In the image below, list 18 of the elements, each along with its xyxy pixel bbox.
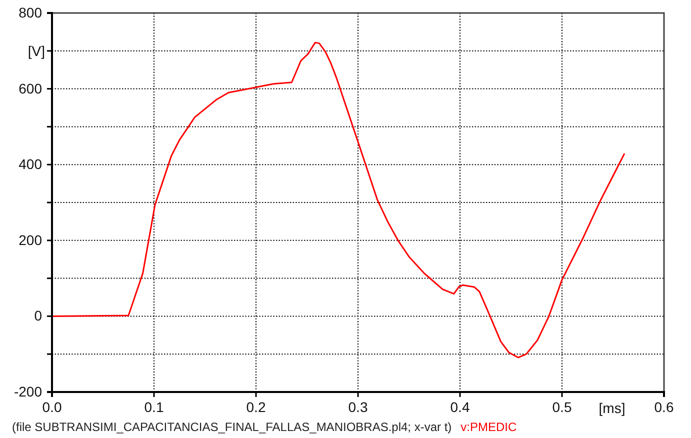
x-tick-label: 0.3 [348,398,368,415]
x-tick-label: 0.0 [42,398,62,415]
y-tick-label: 0 [34,308,42,324]
x-tick-label: 0.2 [246,398,266,415]
x-tick-label: 0.5 [552,398,572,415]
y-tick-label: 600 [18,80,42,96]
y-axis-title: [V] [28,42,45,59]
y-tick-label: -200 [14,383,42,400]
line-series [51,42,625,358]
x-tick-label: 0.1 [144,398,164,415]
y-tick-label: 400 [18,156,42,172]
y-tick-label: 800 [18,4,42,20]
text: (file SUBTRANSIMI_CAPACITANCIAS_FINAL_FALLAS_MANIOBRAS.pl4; x-var t) [12,420,452,434]
x-tick-label: 0.6 [654,398,674,415]
x-axis-title: [ms] [598,400,626,416]
text: v:PMEDIC [460,420,518,434]
x-tick-label: 0.4 [450,398,470,415]
y-tick-label: 200 [18,232,42,248]
